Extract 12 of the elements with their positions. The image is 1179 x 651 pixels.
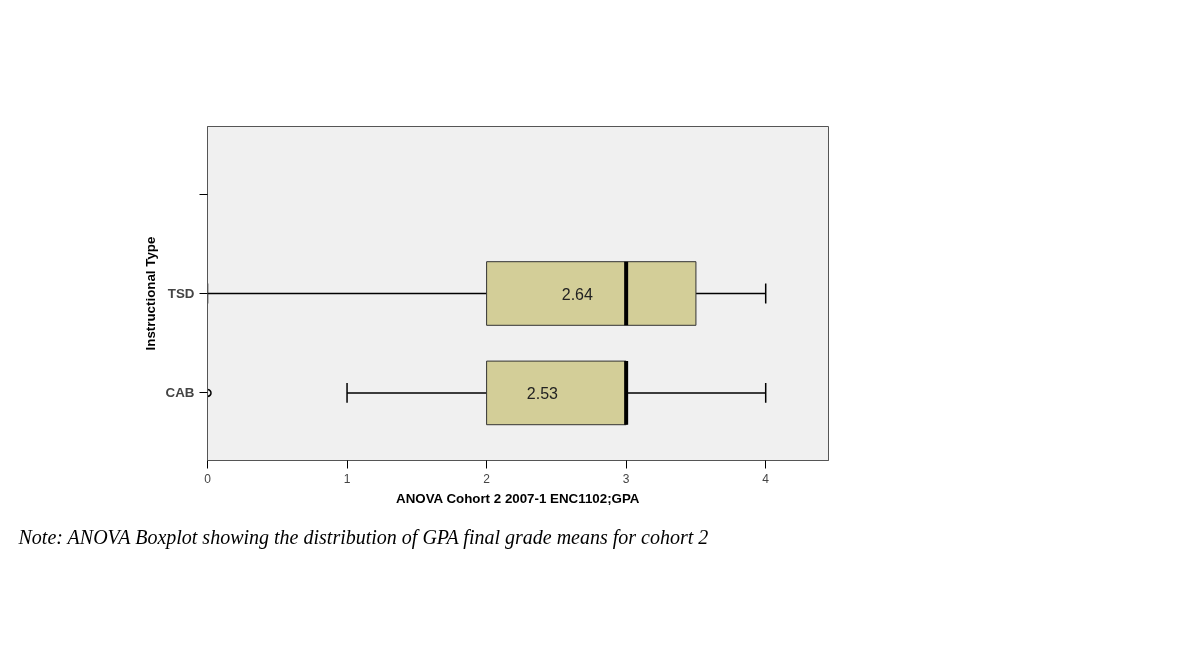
y-tick-label: CAB: [165, 385, 195, 401]
x-tick-label: 1: [343, 471, 351, 486]
y-tick-label: TSD: [167, 286, 195, 301]
text: Note: ANOVA Boxplot showing the distribution of GPA final grade means for cohort 2: [17, 525, 709, 549]
x-tick-label: 3: [622, 471, 630, 486]
y-axis-title: Instructional Type: [142, 236, 158, 351]
x-axis-title: ANOVA Cohort 2 2007-1 ENC1102;GPA: [396, 490, 640, 506]
x-tick-label: 4: [762, 471, 770, 486]
x-tick-label: 0: [204, 471, 212, 486]
annotation: 2.53: [526, 384, 559, 402]
annotation: 2.64: [561, 285, 593, 303]
x-tick-label: 2: [483, 471, 491, 486]
